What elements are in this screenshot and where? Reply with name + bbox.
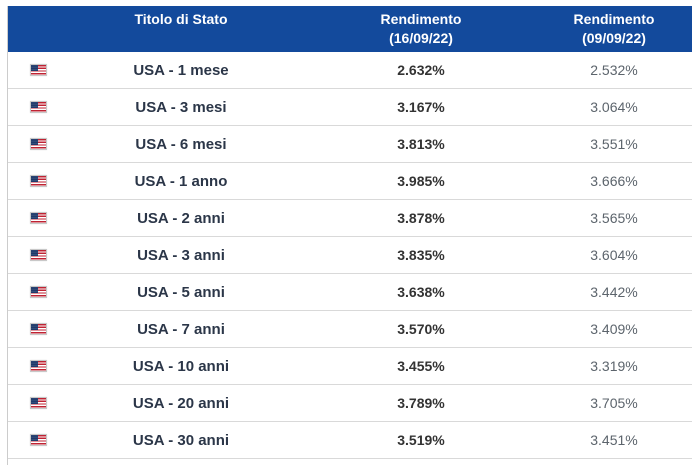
yield-previous-value: 3.666% — [590, 173, 638, 189]
header-yield-current-label: Rendimento — [380, 11, 462, 27]
yield-current-value: 2.632% — [397, 62, 445, 78]
yield-current-value: 3.638% — [397, 284, 445, 300]
us-flag-icon — [30, 212, 47, 224]
us-flag-icon — [30, 397, 47, 409]
table-row: USA - 3 anni 3.835% 3.604% — [8, 237, 692, 274]
header-flag-column-spacer — [8, 10, 56, 52]
yield-previous-value: 3.064% — [590, 99, 638, 115]
yield-previous-value: 3.604% — [590, 247, 638, 263]
yield-previous-value: 3.442% — [590, 284, 638, 300]
header-yield-previous-date: (09/09/22) — [582, 30, 646, 46]
bond-name-link[interactable]: USA - 2 anni — [137, 209, 225, 227]
header-yield-previous-column: Rendimento (09/09/22) — [536, 10, 692, 52]
us-flag-icon — [30, 434, 47, 446]
flag-cell — [8, 323, 56, 335]
yield-previous-value: 3.565% — [590, 210, 638, 226]
yield-previous-value: 3.705% — [590, 395, 638, 411]
yield-current-value: 3.878% — [397, 210, 445, 226]
flag-cell — [8, 434, 56, 446]
yield-previous-value: 3.451% — [590, 432, 638, 448]
us-flag-icon — [30, 286, 47, 298]
flag-cell — [8, 212, 56, 224]
us-flag-icon — [30, 249, 47, 261]
flag-cell — [8, 175, 56, 187]
yield-current-value: 3.455% — [397, 358, 445, 374]
bond-name-link[interactable]: USA - 1 mese — [133, 61, 229, 79]
yield-current-value: 3.985% — [397, 173, 445, 189]
flag-cell — [8, 397, 56, 409]
yield-current-value: 3.167% — [397, 99, 445, 115]
header-title-column: Titolo di Stato — [134, 11, 228, 27]
table-row: USA - 2 anni 3.878% 3.565% — [8, 200, 692, 237]
yield-current-value: 3.789% — [397, 395, 445, 411]
header-yield-current-date: (16/09/22) — [389, 30, 453, 46]
table-row: USA - 3 mesi 3.167% 3.064% — [8, 89, 692, 126]
bond-name-link[interactable]: USA - 10 anni — [132, 357, 230, 375]
bond-name-link[interactable]: USA - 5 anni — [137, 283, 225, 301]
table-row: USA - 10 anni 3.455% 3.319% — [8, 348, 692, 385]
flag-cell — [8, 249, 56, 261]
table-row: USA - 1 mese 2.632% 2.532% — [8, 52, 692, 89]
table-row: USA - 20 anni 3.789% 3.705% — [8, 385, 692, 422]
table-row: USA - 6 mesi 3.813% 3.551% — [8, 126, 692, 163]
yield-previous-value: 2.532% — [590, 62, 638, 78]
yield-previous-value: 3.551% — [590, 136, 638, 152]
bond-name-link[interactable]: USA - 20 anni — [132, 394, 230, 412]
bond-name-link[interactable]: USA - 30 anni — [132, 431, 230, 449]
bond-name-link[interactable]: USA - 3 anni — [137, 246, 225, 264]
yield-previous-value: 3.409% — [590, 321, 638, 337]
yield-previous-value: 3.319% — [590, 358, 638, 374]
bond-name-link[interactable]: USA - 6 mesi — [135, 135, 227, 153]
bond-name-link[interactable]: USA - 3 mesi — [135, 98, 227, 116]
flag-cell — [8, 360, 56, 372]
us-flag-icon — [30, 138, 47, 150]
us-flag-icon — [30, 101, 47, 113]
flag-cell — [8, 101, 56, 113]
flag-cell — [8, 286, 56, 298]
flag-cell — [8, 64, 56, 76]
table-body: USA - 1 mese 2.632% 2.532% USA - 3 mesi … — [8, 52, 692, 459]
yield-current-value: 3.570% — [397, 321, 445, 337]
bond-name-link[interactable]: USA - 1 anno — [134, 172, 228, 190]
header-yield-current-column: Rendimento (16/09/22) — [306, 10, 536, 52]
bond-yield-table: Titolo di Stato Rendimento (16/09/22) Re… — [7, 6, 692, 465]
yield-current-value: 3.835% — [397, 247, 445, 263]
us-flag-icon — [30, 323, 47, 335]
table-row: USA - 1 anno 3.985% 3.666% — [8, 163, 692, 200]
header-yield-previous-label: Rendimento — [573, 11, 655, 27]
table-row: USA - 5 anni 3.638% 3.442% — [8, 274, 692, 311]
table-row: USA - 30 anni 3.519% 3.451% — [8, 422, 692, 459]
table-row: USA - 7 anni 3.570% 3.409% — [8, 311, 692, 348]
table-header-row: Titolo di Stato Rendimento (16/09/22) Re… — [8, 6, 692, 52]
yield-current-value: 3.813% — [397, 136, 445, 152]
flag-cell — [8, 138, 56, 150]
us-flag-icon — [30, 175, 47, 187]
us-flag-icon — [30, 360, 47, 372]
bond-name-link[interactable]: USA - 7 anni — [137, 320, 225, 338]
us-flag-icon — [30, 64, 47, 76]
yield-current-value: 3.519% — [397, 432, 445, 448]
